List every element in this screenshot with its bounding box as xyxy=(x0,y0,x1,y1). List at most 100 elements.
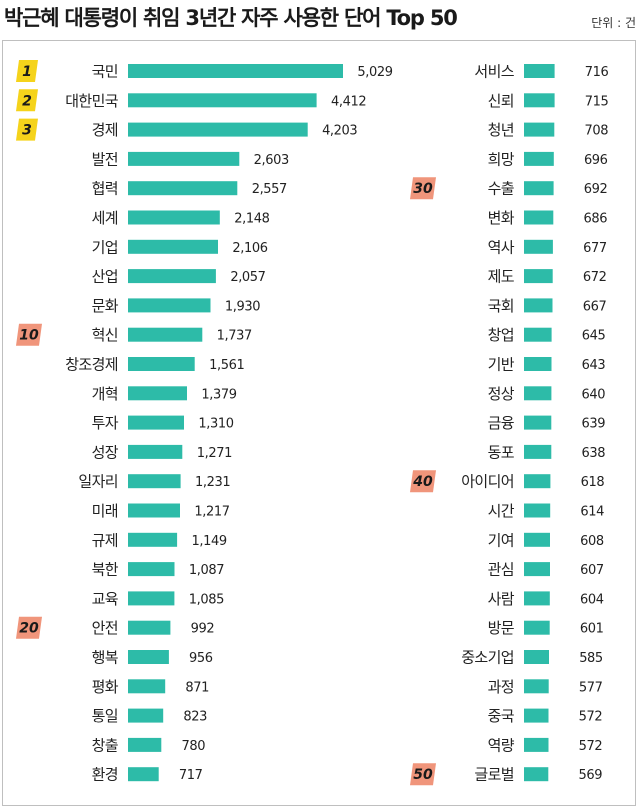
bar xyxy=(128,122,308,137)
category-label: 안전 xyxy=(92,619,118,637)
bar xyxy=(524,444,552,459)
category-label: 역량 xyxy=(488,736,515,754)
bar xyxy=(128,181,238,196)
value-label: 1,271 xyxy=(197,446,232,461)
value-label: 604 xyxy=(580,592,604,607)
category-label: 북한 xyxy=(92,561,119,579)
bar xyxy=(128,269,216,284)
bar xyxy=(524,122,555,137)
bar xyxy=(524,591,550,606)
bar xyxy=(524,181,554,196)
category-label: 경제 xyxy=(92,121,118,139)
bar xyxy=(524,269,553,284)
value-label: 607 xyxy=(580,563,604,578)
value-label: 639 xyxy=(582,417,606,432)
category-label: 중국 xyxy=(488,707,515,725)
value-label: 572 xyxy=(579,739,603,754)
bar xyxy=(524,650,549,664)
value-label: 2,148 xyxy=(234,212,269,227)
category-label: 평화 xyxy=(92,678,119,696)
value-label: 2,603 xyxy=(254,153,289,168)
bar xyxy=(524,298,553,313)
rank-badge: 40 xyxy=(410,470,436,493)
value-label: 1,930 xyxy=(225,299,260,314)
value-label: 716 xyxy=(585,65,609,80)
bar xyxy=(128,532,178,547)
bar xyxy=(128,239,218,254)
rank-badge: 20 xyxy=(16,616,42,639)
value-label: 608 xyxy=(580,534,604,549)
category-label: 정상 xyxy=(488,385,515,403)
bar xyxy=(128,503,180,518)
category-label: 발전 xyxy=(92,150,118,168)
value-label: 1,737 xyxy=(217,329,252,344)
rank-label: 1 xyxy=(22,64,32,80)
rank-badge: 1 xyxy=(16,60,38,82)
category-label: 관심 xyxy=(488,561,514,579)
value-label: 1,231 xyxy=(195,475,230,490)
value-label: 643 xyxy=(582,358,606,373)
category-label: 협력 xyxy=(92,180,118,198)
bar xyxy=(524,415,552,430)
category-label: 과정 xyxy=(488,678,514,696)
bar xyxy=(128,767,159,782)
category-label: 수출 xyxy=(488,180,514,198)
bar xyxy=(524,239,553,254)
category-label: 통일 xyxy=(92,707,118,725)
bar xyxy=(524,503,551,518)
category-label: 창업 xyxy=(488,326,514,344)
category-label: 교육 xyxy=(92,590,118,608)
rank-badge: 10 xyxy=(16,323,42,346)
category-label: 시간 xyxy=(488,502,515,520)
bar xyxy=(524,737,549,752)
value-label: 5,029 xyxy=(357,65,392,80)
value-label: 677 xyxy=(583,241,607,256)
value-label: 956 xyxy=(189,651,213,666)
value-label: 645 xyxy=(582,329,606,344)
value-label: 585 xyxy=(579,651,603,666)
bar xyxy=(524,679,549,694)
bar xyxy=(524,64,555,78)
bar xyxy=(128,591,175,606)
rank-badge: 3 xyxy=(16,118,38,141)
category-label: 혁신 xyxy=(92,326,118,344)
category-label: 기여 xyxy=(488,531,514,549)
value-label: 577 xyxy=(579,680,603,695)
bar xyxy=(128,64,343,78)
value-label: 1,085 xyxy=(189,592,224,607)
category-label: 역사 xyxy=(488,238,515,256)
category-label: 개혁 xyxy=(92,385,118,403)
bar xyxy=(128,650,169,664)
bar xyxy=(128,327,203,342)
category-label: 청년 xyxy=(488,121,514,139)
bar xyxy=(128,415,184,430)
bar xyxy=(128,737,162,752)
value-label: 823 xyxy=(183,710,207,725)
value-label: 572 xyxy=(579,710,603,725)
category-label: 일자리 xyxy=(78,473,118,491)
value-label: 780 xyxy=(182,739,206,754)
rank-badge: 30 xyxy=(410,177,436,200)
value-label: 1,217 xyxy=(194,505,229,520)
bar xyxy=(524,620,550,635)
bar xyxy=(524,562,550,577)
value-label: 672 xyxy=(583,270,607,285)
category-label: 금융 xyxy=(488,414,514,432)
bar xyxy=(524,532,550,547)
category-label: 신뢰 xyxy=(488,92,514,110)
value-label: 4,203 xyxy=(322,124,357,139)
value-label: 2,106 xyxy=(232,241,267,256)
value-label: 686 xyxy=(584,212,608,227)
bar xyxy=(128,708,164,723)
bar xyxy=(524,151,554,166)
value-label: 871 xyxy=(185,680,209,695)
value-label: 2,057 xyxy=(230,270,265,285)
category-label: 산업 xyxy=(92,268,118,286)
rank-label: 50 xyxy=(413,767,433,783)
bar xyxy=(128,386,187,401)
bar xyxy=(524,708,549,723)
category-label: 투자 xyxy=(92,414,119,432)
rank-label: 3 xyxy=(22,123,32,139)
bar xyxy=(128,562,175,577)
category-label: 서비스 xyxy=(474,63,514,81)
